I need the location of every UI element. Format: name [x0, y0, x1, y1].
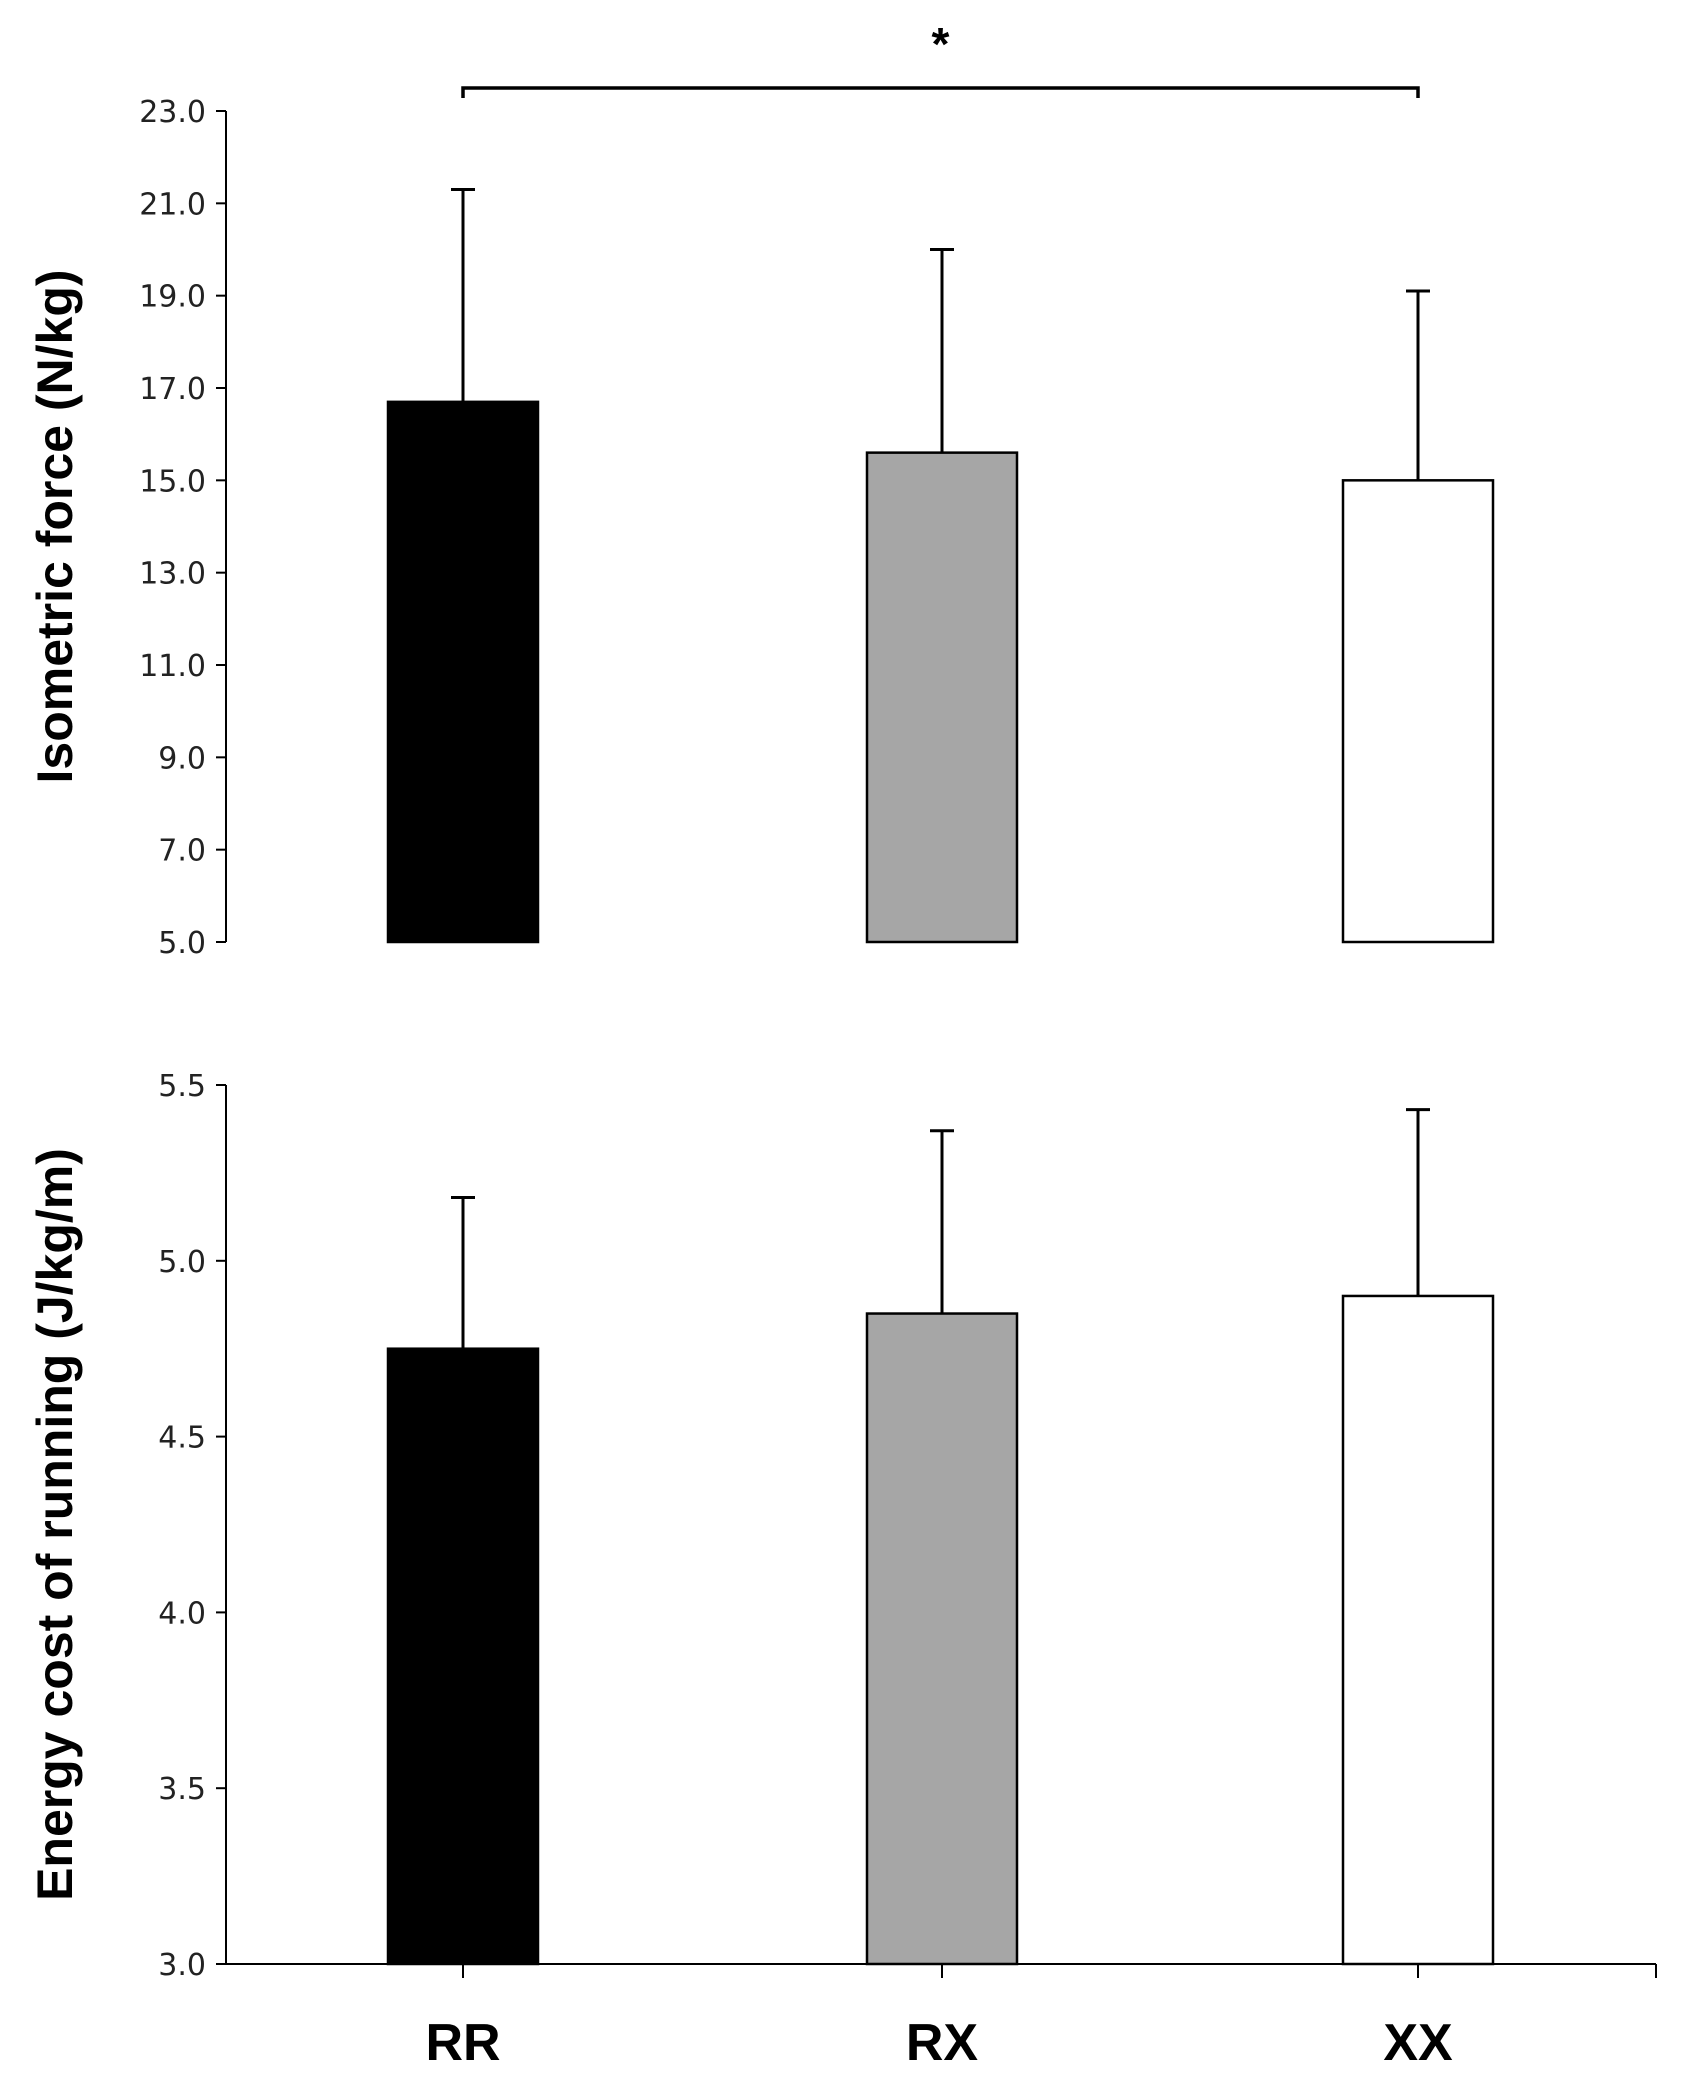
bar-xx — [1341, 1294, 1495, 1966]
y-tick-label-3-5: 3.5 — [158, 1772, 206, 1807]
bar-rx — [865, 451, 1019, 944]
y-axis-label: Isometric force (N/kg) — [27, 269, 83, 783]
bar-rr — [386, 1347, 540, 1966]
y-tick-label-23-0: 23.0 — [139, 95, 206, 130]
y-tick-label-19-0: 19.0 — [139, 280, 206, 315]
y-tick-label-4-0: 4.0 — [158, 1596, 206, 1631]
isometric-force-chart: 5.0 7.0 9.0 11.0 13.0 15.0 17.0 19.0 21.0 23.0 Iso… — [27, 18, 1495, 961]
y-tick-label-4-5: 4.5 — [158, 1421, 206, 1456]
y-axis-label: Energy cost of running (J/kg/m) — [27, 1148, 83, 1901]
category-label-rr: RR — [425, 2014, 500, 2072]
y-tick-label-7-0: 7.0 — [158, 834, 206, 869]
y-tick-label-5-0: 5.0 — [158, 1245, 206, 1280]
bar-rr — [386, 400, 540, 944]
y-tick-label-21-0: 21.0 — [139, 187, 206, 222]
category-label-rx: RX — [906, 2014, 979, 2072]
energy-cost-chart: 3.0 3.5 4.0 4.5 5.0 5.5 Energy cost of running… — [27, 1069, 1657, 2072]
y-tick-label-11-0: 11.0 — [139, 649, 206, 684]
significance-star: * — [932, 18, 950, 70]
y-tick-label-17-0: 17.0 — [139, 372, 206, 407]
y-tick-label-5-0: 5.0 — [158, 926, 206, 961]
y-tick-label-15-0: 15.0 — [139, 464, 206, 499]
y-tick-label-13-0: 13.0 — [139, 557, 206, 592]
y-tick-label-9-0: 9.0 — [158, 741, 206, 776]
bar-rx — [865, 1312, 1019, 1966]
bar-xx — [1341, 479, 1495, 944]
y-tick-label-3-0: 3.0 — [158, 1948, 206, 1983]
y-tick-label-5-5: 5.5 — [158, 1069, 206, 1104]
category-label-xx: XX — [1383, 2014, 1453, 2072]
significance-bracket — [461, 86, 1420, 98]
